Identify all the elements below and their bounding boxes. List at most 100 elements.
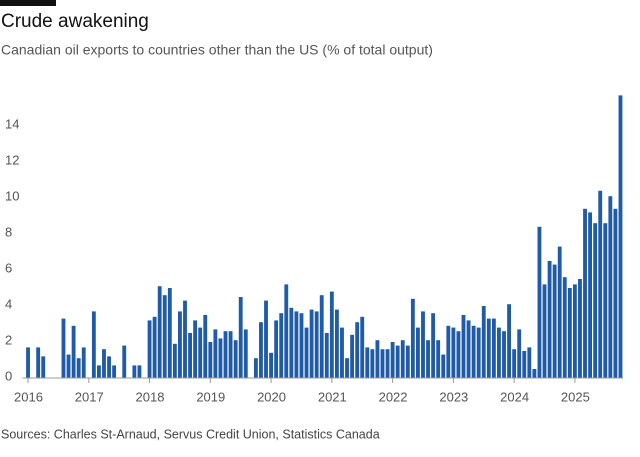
bar bbox=[152, 316, 157, 378]
bar bbox=[183, 300, 187, 378]
bar bbox=[542, 284, 547, 378]
chart-subtitle: Canadian oil exports to countries other … bbox=[1, 42, 433, 58]
bar bbox=[223, 331, 228, 378]
bar bbox=[466, 320, 471, 378]
bar bbox=[218, 338, 223, 378]
bar bbox=[228, 331, 233, 378]
bar bbox=[517, 329, 522, 378]
bar bbox=[66, 354, 71, 378]
bar bbox=[340, 327, 344, 378]
bar bbox=[360, 316, 365, 378]
bar bbox=[208, 342, 213, 378]
bar bbox=[137, 365, 142, 378]
bar bbox=[497, 327, 501, 378]
bar bbox=[578, 279, 582, 378]
bar bbox=[486, 318, 491, 378]
bar bbox=[350, 334, 355, 378]
y-tick-label: 12 bbox=[5, 152, 19, 167]
y-tick-label: 4 bbox=[5, 296, 12, 311]
bar bbox=[365, 347, 370, 378]
bar bbox=[385, 349, 390, 378]
bar bbox=[81, 347, 86, 378]
bar bbox=[446, 325, 451, 378]
bar bbox=[618, 95, 623, 379]
bar bbox=[588, 212, 593, 378]
bar bbox=[405, 345, 410, 378]
bar bbox=[203, 315, 208, 378]
x-tick-label: 2017 bbox=[75, 389, 104, 404]
bar bbox=[537, 226, 542, 378]
chart-title: Crude awakening bbox=[1, 11, 149, 32]
bar bbox=[557, 246, 562, 378]
bar bbox=[112, 365, 117, 378]
bar bbox=[96, 365, 101, 378]
bar bbox=[71, 325, 76, 378]
bar bbox=[147, 320, 152, 378]
bar bbox=[562, 277, 567, 378]
bar bbox=[269, 352, 274, 378]
bar bbox=[431, 313, 436, 378]
bar bbox=[527, 347, 532, 378]
bar bbox=[451, 327, 456, 378]
bar bbox=[167, 288, 172, 378]
bar bbox=[471, 325, 476, 378]
y-tick-label: 8 bbox=[5, 224, 12, 239]
bar bbox=[198, 327, 203, 378]
bar bbox=[583, 208, 587, 378]
bar bbox=[76, 358, 81, 378]
bar bbox=[122, 345, 127, 378]
bar bbox=[481, 306, 486, 378]
bar bbox=[289, 307, 294, 378]
bar bbox=[238, 297, 243, 378]
y-tick-label: 6 bbox=[5, 260, 12, 275]
bar bbox=[188, 333, 192, 378]
x-tick-label: 2022 bbox=[379, 389, 408, 404]
bar bbox=[36, 347, 41, 378]
bar bbox=[547, 261, 552, 378]
bar bbox=[461, 315, 466, 378]
bar bbox=[299, 313, 304, 378]
x-tick-label: 2024 bbox=[500, 389, 529, 404]
bar bbox=[416, 327, 420, 378]
bar bbox=[491, 318, 496, 378]
bar bbox=[552, 264, 557, 378]
bar bbox=[324, 333, 329, 378]
bar bbox=[567, 288, 572, 378]
x-tick-label: 2018 bbox=[136, 389, 165, 404]
bar bbox=[193, 320, 198, 378]
bar bbox=[355, 322, 360, 378]
bar bbox=[304, 327, 309, 378]
bar bbox=[253, 358, 258, 378]
bar bbox=[598, 190, 603, 378]
bar bbox=[329, 291, 334, 378]
bar bbox=[178, 311, 182, 378]
bar bbox=[421, 311, 425, 378]
bar bbox=[319, 295, 324, 378]
x-tick-label: 2025 bbox=[561, 389, 590, 404]
bar bbox=[314, 311, 319, 378]
bar bbox=[233, 340, 238, 378]
brand-bar bbox=[0, 0, 56, 6]
bar bbox=[400, 340, 405, 378]
bar bbox=[613, 208, 618, 378]
x-tick-label: 2019 bbox=[196, 389, 225, 404]
bar bbox=[132, 365, 137, 378]
bar bbox=[213, 329, 218, 378]
bar bbox=[572, 284, 577, 378]
x-tick-label: 2023 bbox=[439, 389, 468, 404]
x-tick-label: 2021 bbox=[318, 389, 347, 404]
bar bbox=[436, 340, 441, 378]
bar bbox=[102, 349, 106, 378]
bar bbox=[259, 322, 263, 378]
bar bbox=[603, 223, 608, 378]
bar bbox=[284, 284, 289, 378]
y-tick-label: 14 bbox=[5, 116, 19, 131]
bar bbox=[172, 343, 177, 378]
bar bbox=[41, 356, 46, 378]
bar bbox=[61, 318, 66, 378]
bar bbox=[375, 340, 380, 378]
bar bbox=[507, 304, 511, 378]
bar bbox=[502, 331, 506, 378]
